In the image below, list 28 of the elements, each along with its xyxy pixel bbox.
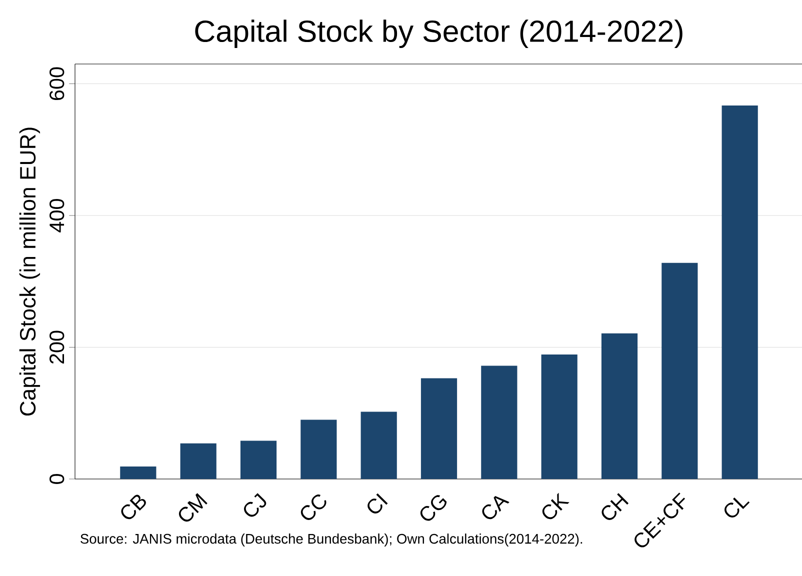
- y-tick-label: 400: [50, 199, 64, 232]
- x-tick-label: CK: [542, 492, 570, 520]
- bar: [722, 106, 758, 479]
- bar: [300, 420, 337, 479]
- x-tick-label: CC: [300, 494, 326, 520]
- x-tick-label: CJ: [244, 493, 266, 517]
- chart-title: Capital Stock by Sector (2014-2022): [195, 20, 682, 48]
- y-tick-label: 600: [50, 67, 64, 100]
- y-tick-label: 200: [50, 330, 64, 364]
- y-axis-title: Capital Stock (in million EUR): [19, 128, 40, 416]
- bar: [601, 333, 638, 479]
- x-tick-label: CA: [482, 496, 510, 520]
- x-tick-label: CG: [420, 495, 447, 521]
- source-note: Source: JANIS microdata (Deutsche Bundesbank); Own Calculations(2014-2022).: [80, 534, 582, 546]
- bar: [240, 440, 277, 479]
- bar: [420, 378, 458, 479]
- bar: [481, 366, 518, 479]
- x-tick-label: CB: [121, 494, 146, 520]
- y-tick-label: 0: [50, 474, 64, 484]
- x-tick-label: CM: [178, 493, 208, 522]
- bar: [120, 466, 156, 479]
- x-tick-label: CL: [724, 498, 750, 518]
- bar: [662, 262, 698, 479]
- x-tick-label: CH: [602, 493, 629, 520]
- bar: [541, 354, 578, 479]
- bar: [180, 443, 216, 479]
- x-tick-label: CI: [368, 493, 388, 514]
- bar: [360, 412, 397, 479]
